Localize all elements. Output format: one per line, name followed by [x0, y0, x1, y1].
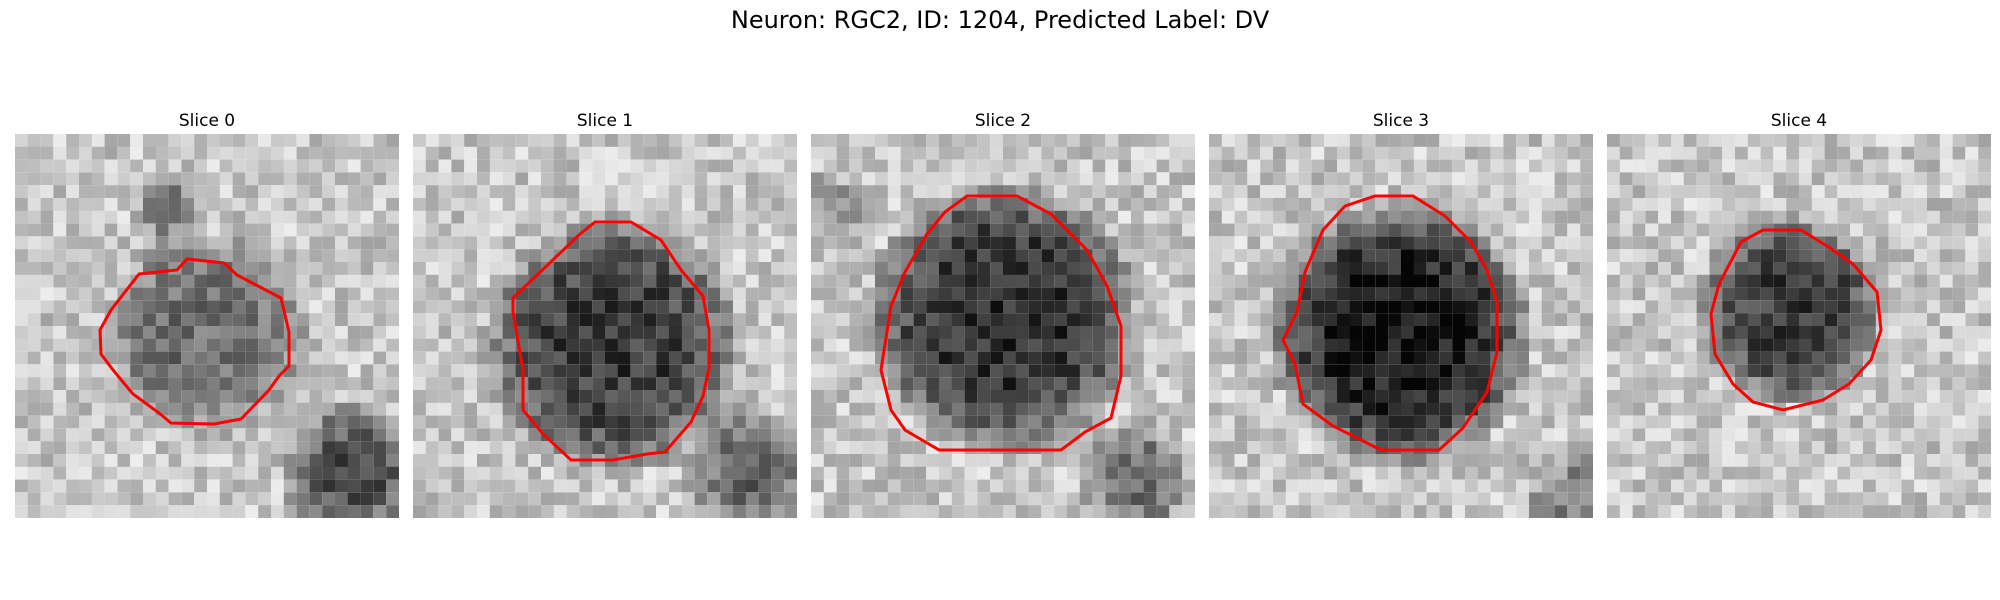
- slice-contour-2: [879, 194, 1123, 452]
- slice-image-1: [413, 134, 797, 518]
- slice-panel-1: Slice 1: [413, 108, 797, 518]
- slice-title-4: Slice 4: [1770, 111, 1828, 131]
- slice-contour-3: [1281, 194, 1499, 452]
- slice-title-2: Slice 2: [974, 111, 1032, 131]
- slice-panel-4: Slice 4: [1607, 108, 1991, 518]
- slice-image-2: [811, 134, 1195, 518]
- slice-panel-0: Slice 0: [15, 108, 399, 518]
- roi-outline-3: [1281, 194, 1499, 452]
- slice-title-0: Slice 0: [178, 111, 236, 131]
- slice-panel-2: Slice 2: [811, 108, 1195, 518]
- roi-outline-0: [98, 257, 291, 426]
- roi-outline-4: [1709, 228, 1883, 412]
- slice-contour-4: [1709, 228, 1883, 412]
- slice-contour-1: [511, 220, 711, 462]
- slice-image-3: [1209, 134, 1593, 518]
- slice-image-4: [1607, 134, 1991, 518]
- slice-title-1: Slice 1: [576, 111, 634, 131]
- roi-outline-2: [879, 194, 1123, 452]
- slice-image-0: [15, 134, 399, 518]
- slice-title-3: Slice 3: [1372, 111, 1430, 131]
- slice-contour-0: [98, 257, 291, 426]
- slice-panel-3: Slice 3: [1209, 108, 1593, 518]
- figure-title: Neuron: RGC2, ID: 1204, Predicted Label:…: [730, 6, 1270, 34]
- roi-outline-1: [511, 220, 711, 462]
